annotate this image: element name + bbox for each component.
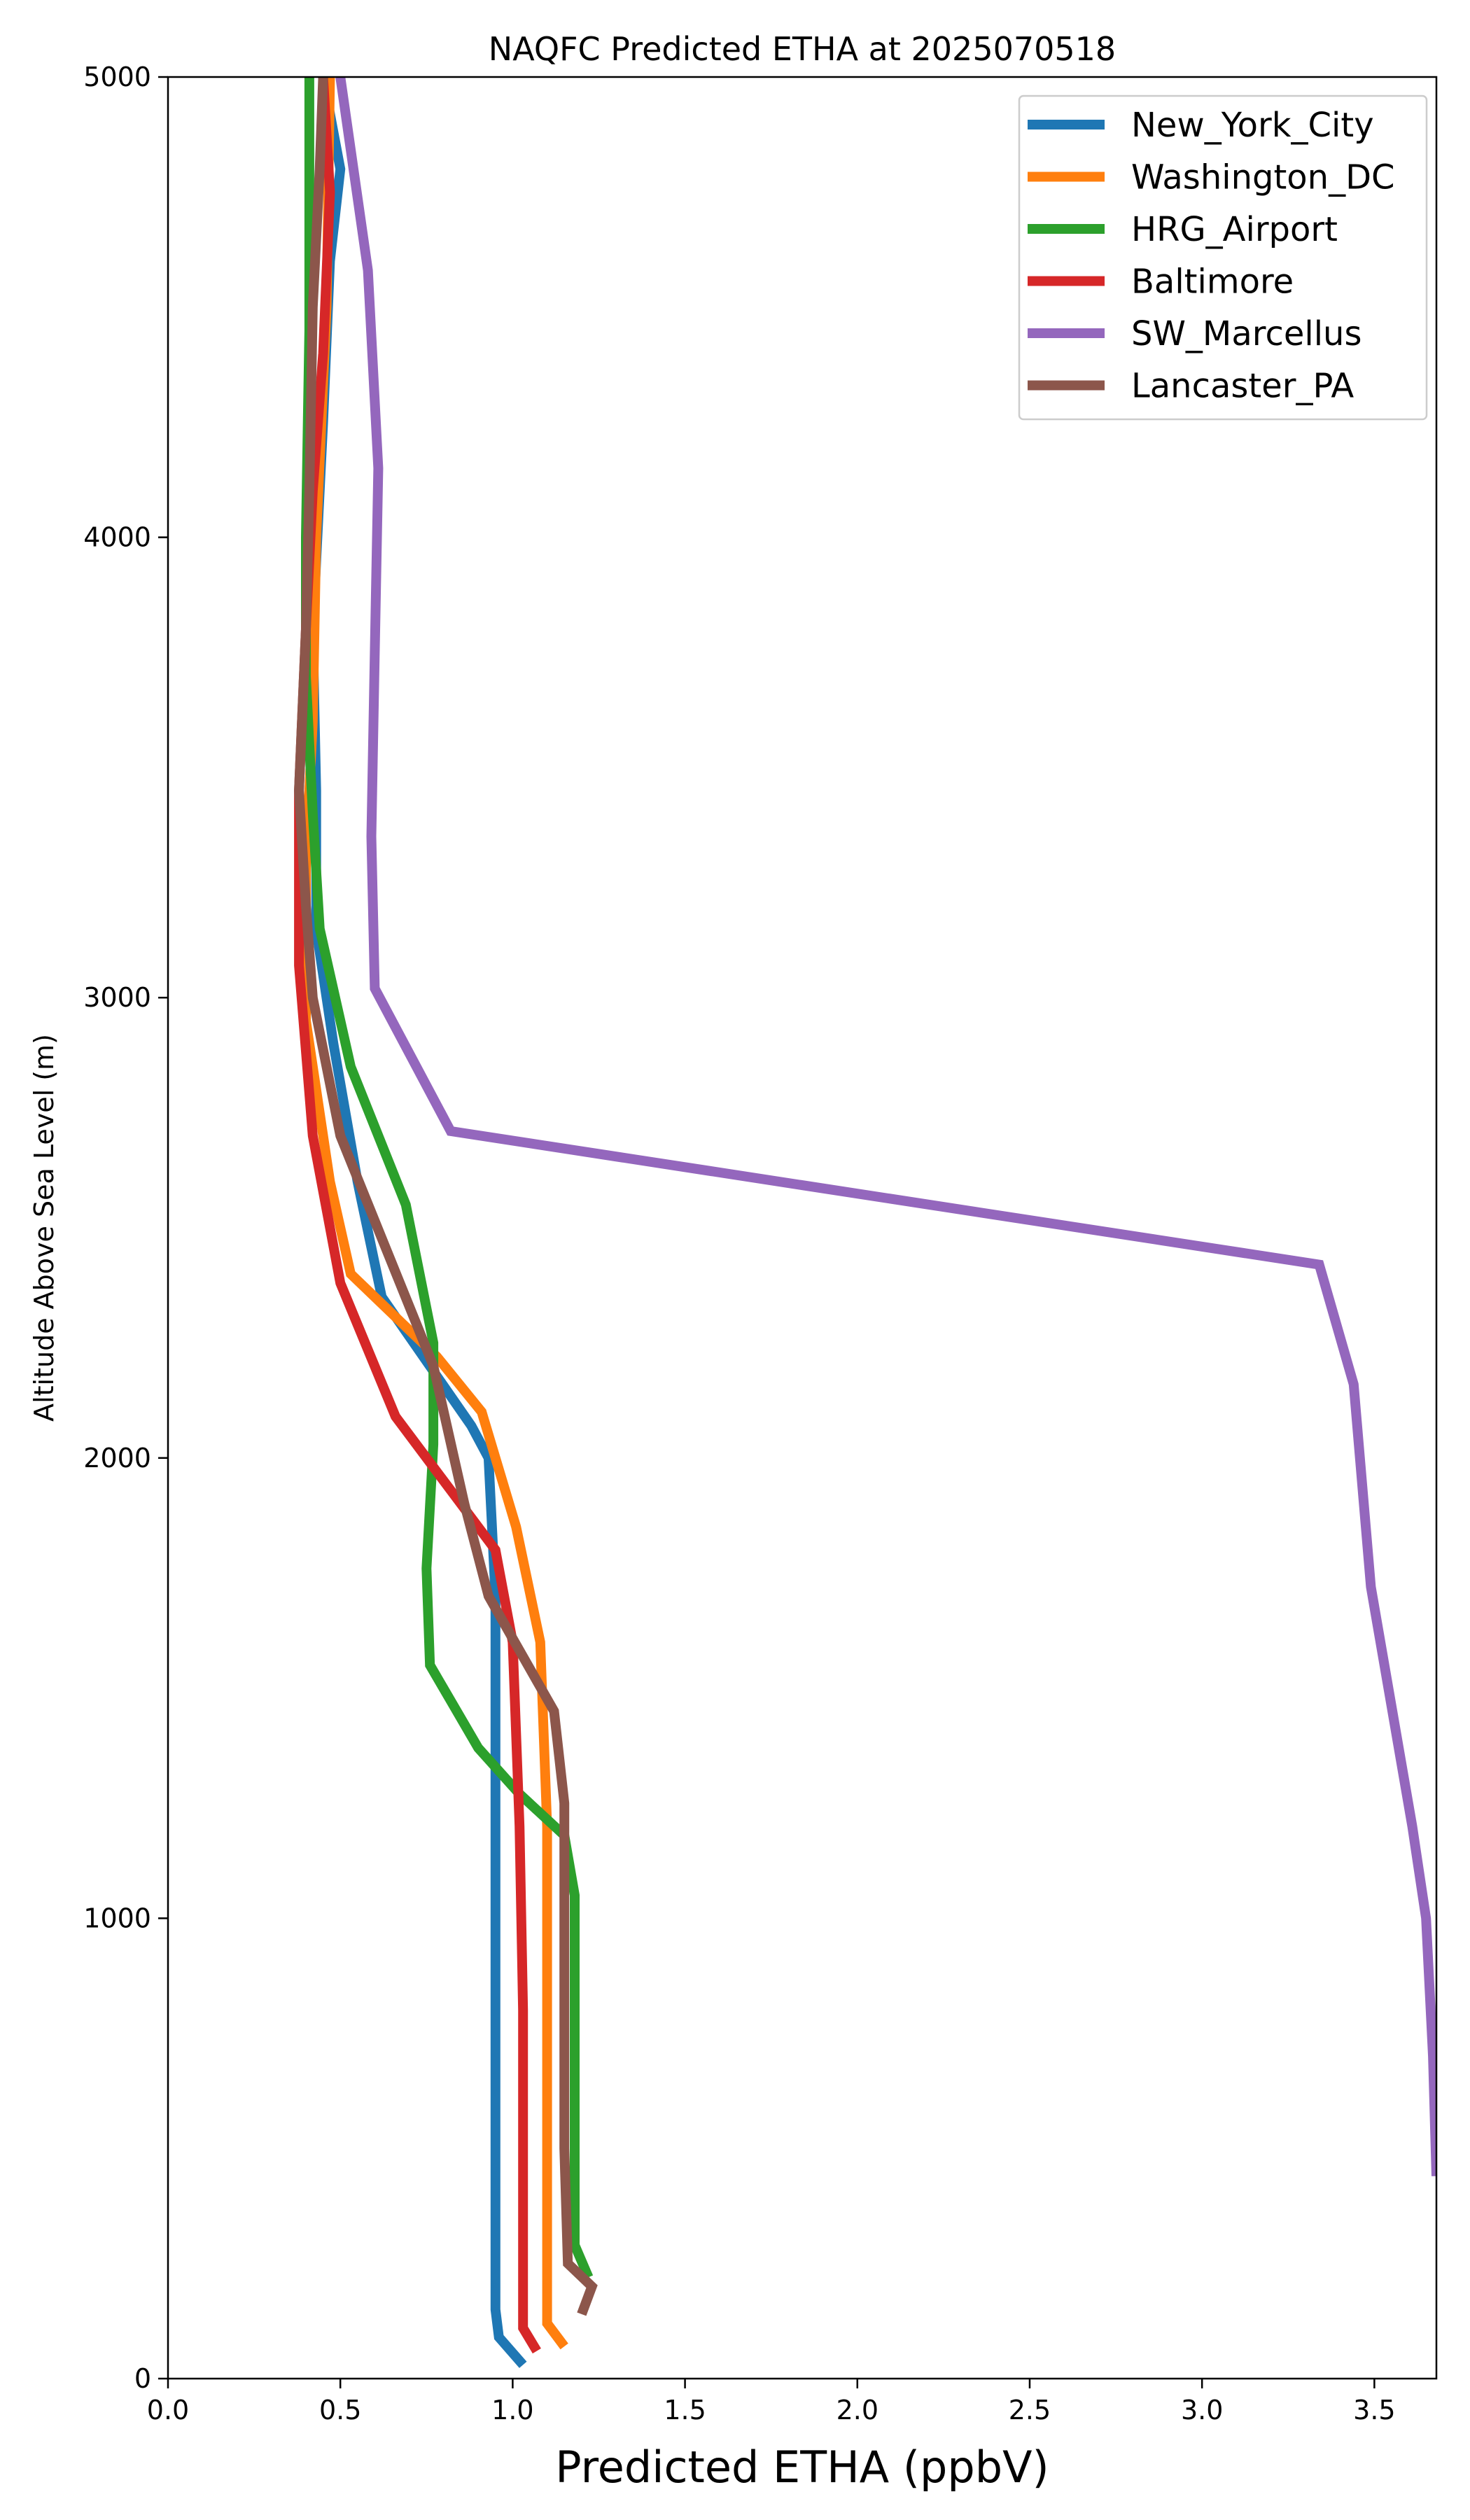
series-line-sw-marcellus (335, 77, 1436, 2176)
x-tick-label: 3.5 (1353, 2395, 1395, 2426)
x-axis-ticks: 0.0 0.5 1.0 1.5 2.0 2.5 3.0 3.5 (147, 2379, 1396, 2426)
x-tick-label: 2.0 (836, 2395, 878, 2426)
x-tick-label: 1.0 (491, 2395, 533, 2426)
legend: New_York_City Washington_DC HRG_Airport Bal… (1018, 94, 1428, 421)
y-tick-label: 0 (134, 2363, 151, 2394)
x-tick-label: 1.5 (664, 2395, 706, 2426)
chart-title: NAQFC Predicted ETHA at 2025070518 (489, 30, 1116, 68)
plot-area (294, 77, 1436, 2368)
y-tick-label: 3000 (83, 982, 151, 1013)
legend-items: New_York_City Washington_DC HRG_Airport Bal… (1028, 106, 1395, 406)
x-axis-label: Predicted ETHA (ppbV) (555, 2442, 1049, 2493)
x-tick-label: 2.5 (1009, 2395, 1051, 2426)
x-tick-label: 3.0 (1181, 2395, 1223, 2426)
y-axis-ticks: 0 1000 2000 3000 4000 5000 (83, 62, 168, 2394)
series-group (294, 77, 1436, 2368)
legend-label: HRG_Airport (1131, 210, 1338, 249)
x-tick-label: 0.0 (147, 2395, 189, 2426)
legend-label: Washington_DC (1131, 158, 1395, 197)
legend-label: SW_Marcellus (1131, 314, 1362, 354)
y-axis-label: Altitude Above Sea Level (m) (29, 1034, 59, 1422)
x-tick-label: 0.5 (319, 2395, 361, 2426)
legend-label: Baltimore (1131, 262, 1294, 302)
legend-label: New_York_City (1131, 106, 1374, 145)
series-line-washington-dc (301, 77, 568, 2350)
series-line-lancaster-pa (294, 77, 598, 2316)
legend-box (1018, 94, 1428, 421)
y-tick-label: 2000 (83, 1443, 151, 1474)
y-tick-label: 4000 (83, 522, 151, 553)
y-tick-label: 5000 (83, 62, 151, 92)
legend-label: Lancaster_PA (1131, 367, 1354, 406)
y-tick-label: 1000 (83, 1903, 151, 1933)
plot-frame (167, 76, 1438, 2380)
